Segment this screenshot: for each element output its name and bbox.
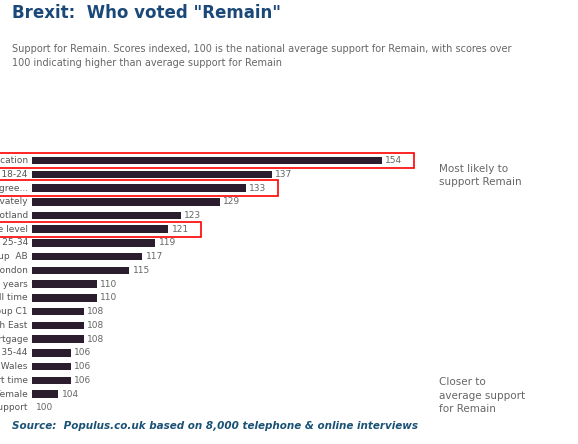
Text: 106: 106: [75, 349, 92, 357]
Text: Still in full time education: Still in full time education: [0, 156, 28, 165]
Bar: [32, 363, 71, 370]
Text: 119: 119: [158, 238, 176, 247]
Bar: [32, 184, 246, 192]
Bar: [32, 308, 84, 315]
Bar: [32, 377, 71, 384]
Bar: [32, 390, 58, 398]
Text: 108: 108: [87, 307, 105, 316]
Bar: [32, 294, 97, 301]
Text: Female: Female: [0, 389, 28, 399]
Text: 121: 121: [172, 225, 188, 234]
Text: Working part time: Working part time: [0, 376, 28, 385]
Text: 104: 104: [61, 389, 79, 399]
Text: Own their home with mortgage: Own their home with mortgage: [0, 335, 28, 344]
Bar: [32, 157, 381, 164]
Text: Source:  Populus.co.uk based on 8,000 telephone & online interviews: Source: Populus.co.uk based on 8,000 tel…: [12, 420, 417, 431]
Text: 117: 117: [146, 252, 163, 261]
Text: 110: 110: [101, 293, 117, 302]
Text: Closer to
average support
for Remain: Closer to average support for Remain: [439, 377, 525, 414]
Text: 123: 123: [184, 211, 202, 220]
Text: Educated at higher university degree...: Educated at higher university degree...: [0, 183, 28, 193]
Text: 137: 137: [275, 170, 292, 179]
Text: Support for Remain. Scores indexed, 100 is the national average support for Rema: Support for Remain. Scores indexed, 100 …: [12, 44, 511, 67]
Text: Live in Wales: Live in Wales: [0, 362, 28, 371]
Text: 108: 108: [87, 335, 105, 344]
Bar: [32, 335, 84, 343]
Bar: [32, 321, 84, 329]
Bar: [32, 253, 142, 261]
Text: 129: 129: [223, 197, 240, 206]
Text: Most likely to
support Remain: Most likely to support Remain: [439, 164, 522, 187]
Text: Renting home privately: Renting home privately: [0, 197, 28, 206]
Bar: [32, 280, 97, 288]
Text: Educated at  university degree level: Educated at university degree level: [0, 225, 28, 234]
Text: Live in North East: Live in North East: [0, 321, 28, 330]
Text: 106: 106: [75, 376, 92, 385]
Bar: [32, 239, 155, 247]
Text: Brexit:  Who voted "Remain": Brexit: Who voted "Remain": [12, 4, 280, 23]
Bar: [32, 267, 129, 274]
Text: Age 18-24: Age 18-24: [0, 170, 28, 179]
Bar: [32, 226, 168, 233]
Text: 133: 133: [249, 183, 266, 193]
Bar: [32, 212, 181, 219]
Text: 106: 106: [75, 362, 92, 371]
Text: 154: 154: [385, 156, 402, 165]
Text: 108: 108: [87, 321, 105, 330]
Text: Age  25-34: Age 25-34: [0, 238, 28, 247]
Text: Working full time: Working full time: [0, 293, 28, 302]
Bar: [32, 349, 71, 357]
Text: Live in Scotland: Live in Scotland: [0, 211, 28, 220]
Text: Taken a foreign holiday in last 3 years: Taken a foreign holiday in last 3 years: [0, 280, 28, 289]
Text: Socio-economic group  AB: Socio-economic group AB: [0, 252, 28, 261]
Bar: [32, 170, 272, 178]
Text: Live in London: Live in London: [0, 266, 28, 275]
Bar: [32, 198, 220, 206]
Text: 115: 115: [132, 266, 150, 275]
Text: 110: 110: [101, 280, 117, 289]
Text: 100: 100: [36, 403, 53, 412]
Text: Socio-economic group C1: Socio-economic group C1: [0, 307, 28, 316]
Text: National average support: National average support: [0, 403, 28, 412]
Text: Age 35-44: Age 35-44: [0, 349, 28, 357]
